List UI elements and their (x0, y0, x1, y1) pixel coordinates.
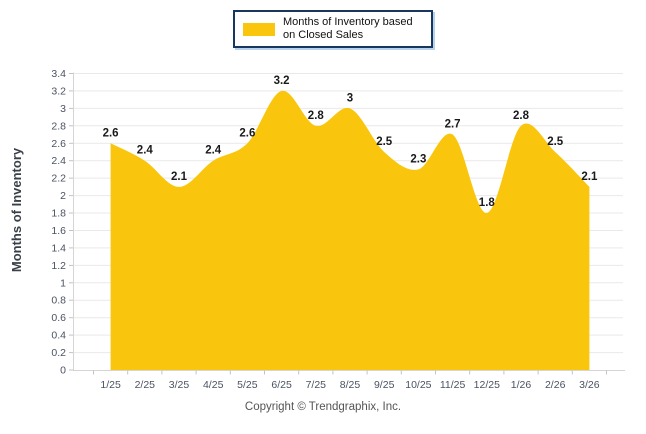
y-tick-label: 1.8 (51, 208, 66, 220)
x-tick-label: 3/26 (579, 379, 600, 391)
y-tick-label: 3.4 (51, 68, 66, 80)
data-label: 1.8 (479, 197, 496, 209)
x-tick-label: 5/25 (237, 379, 258, 391)
y-tick-label: 0 (60, 365, 66, 377)
x-tick-label: 2/25 (135, 379, 156, 391)
x-tick-label: 8/25 (340, 379, 361, 391)
legend: Months of Inventory based on Closed Sale… (233, 10, 433, 48)
data-label: 2.3 (410, 153, 426, 165)
x-tick-label: 4/25 (203, 379, 224, 391)
y-tick-label: 3 (60, 103, 66, 115)
y-tick-label: 2.4 (51, 155, 66, 167)
area-series-months-of-inventory (110, 90, 590, 370)
y-tick-label: 2.6 (51, 138, 66, 150)
y-tick-label: 3.2 (51, 85, 66, 97)
x-tick-label: 9/25 (374, 379, 395, 391)
y-tick-label: 1 (60, 277, 66, 289)
x-tick-label: 12/25 (474, 379, 500, 391)
x-tick-label: 1/26 (511, 379, 532, 391)
y-tick-label: 0.2 (51, 347, 66, 359)
x-tick-label: 6/25 (271, 379, 292, 391)
data-label: 2.6 (103, 127, 119, 139)
data-label: 2.4 (137, 145, 154, 157)
y-tick-label: 1.6 (51, 225, 66, 237)
copyright-text: Copyright © Trendgraphix, Inc. (244, 401, 402, 413)
y-tick-label: 1.4 (51, 242, 66, 254)
legend-swatch-months-of-inventory (243, 22, 275, 36)
y-tick-label: 0.4 (51, 330, 66, 342)
data-label: 2.1 (171, 171, 188, 183)
legend-label: Months of Inventory based on Closed Sale… (283, 16, 413, 41)
data-label: 2.5 (376, 136, 393, 148)
y-tick-label: 2.2 (51, 173, 66, 185)
data-label: 3.2 (274, 75, 290, 87)
y-axis-title: Months of Inventory (9, 147, 24, 272)
x-tick-label: 7/25 (306, 379, 327, 391)
y-tick-label: 0.6 (51, 312, 66, 324)
x-tick-label: 2/26 (545, 379, 566, 391)
data-label: 2.5 (547, 136, 564, 148)
x-tick-label: 3/25 (169, 379, 190, 391)
x-tick-label: 10/25 (405, 379, 431, 391)
x-tick-label: 1/25 (100, 379, 121, 391)
y-tick-label: 1.2 (51, 260, 66, 272)
data-label: 2.8 (513, 110, 530, 122)
y-tick-label: 2 (60, 190, 66, 202)
data-label: 2.6 (239, 127, 255, 139)
data-label: 3 (347, 92, 353, 104)
data-label: 2.4 (205, 145, 222, 157)
y-tick-label: 0.8 (51, 295, 66, 307)
x-tick-label: 11/25 (440, 379, 466, 391)
data-label: 2.8 (308, 110, 325, 122)
data-label: 2.7 (445, 119, 461, 131)
data-label: 2.1 (581, 171, 598, 183)
y-tick-label: 2.8 (51, 120, 66, 132)
